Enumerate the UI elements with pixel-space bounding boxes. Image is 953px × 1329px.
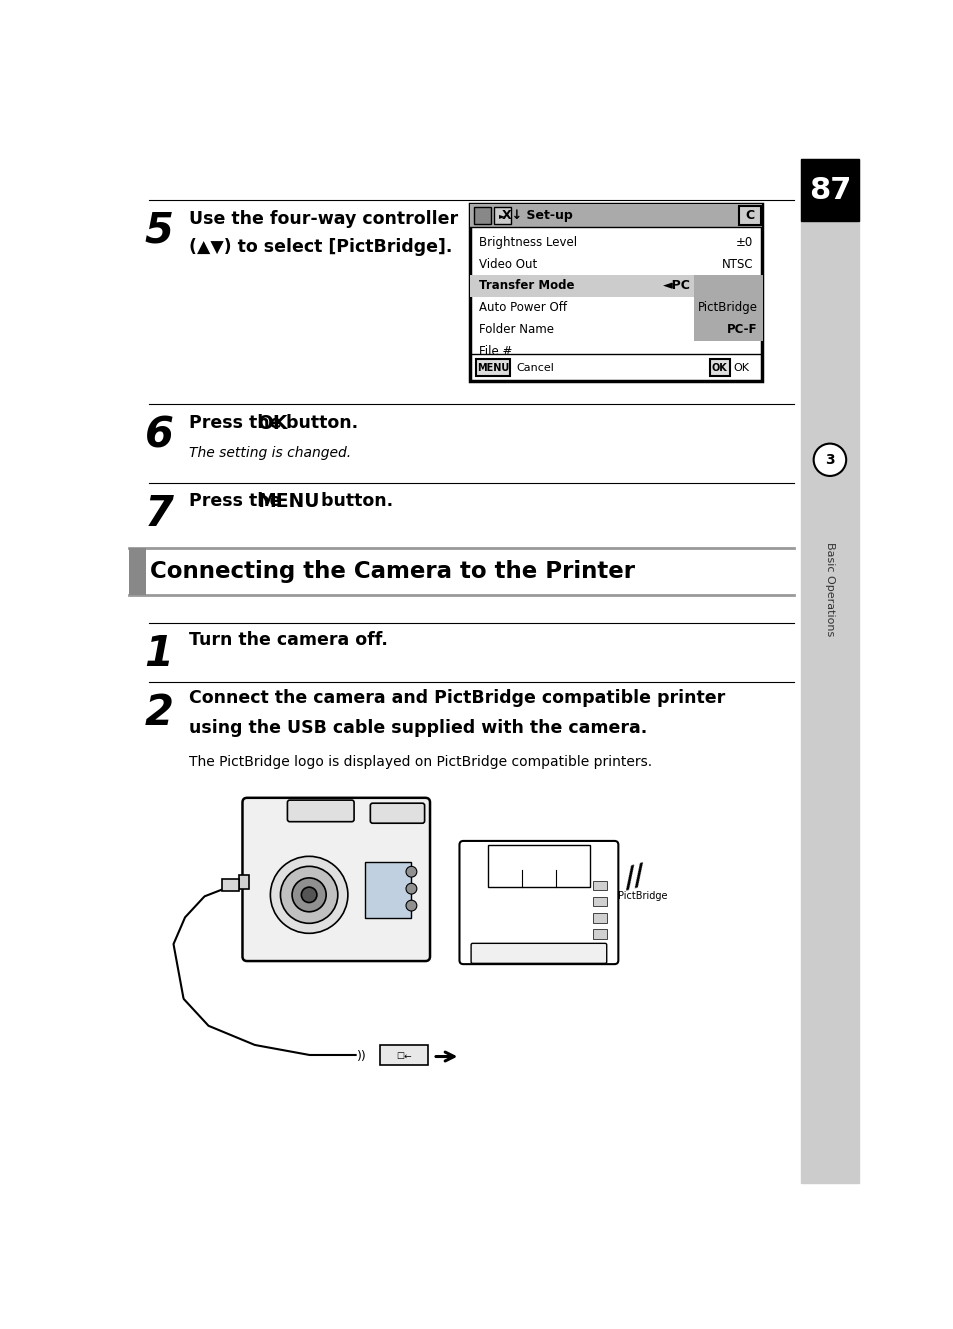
Text: Auto Power Off: Auto Power Off <box>478 302 566 315</box>
Text: ◄PC: ◄PC <box>662 279 691 292</box>
Text: ∕∕: ∕∕ <box>621 861 648 894</box>
Circle shape <box>292 878 326 912</box>
Text: OK: OK <box>732 363 748 372</box>
Text: 2: 2 <box>144 691 173 734</box>
Text: OK: OK <box>257 413 287 432</box>
Text: Cancel: Cancel <box>516 363 554 372</box>
Bar <box>476 359 509 376</box>
Text: 3: 3 <box>824 453 834 466</box>
Text: Use the four-way controller: Use the four-way controller <box>189 210 457 227</box>
Text: MENU: MENU <box>257 492 319 512</box>
Text: ►: ► <box>498 211 505 221</box>
Text: Connecting the Camera to the Printer: Connecting the Camera to the Printer <box>150 560 635 583</box>
Text: Press the: Press the <box>189 413 287 432</box>
Text: MENU: MENU <box>476 363 508 372</box>
Text: using the USB cable supplied with the camera.: using the USB cable supplied with the ca… <box>189 719 646 736</box>
Text: Folder Name: Folder Name <box>478 323 554 336</box>
Bar <box>592 881 606 890</box>
Text: ☐←: ☐← <box>396 1053 412 1061</box>
FancyBboxPatch shape <box>370 803 424 823</box>
Text: PictBridge: PictBridge <box>697 302 757 315</box>
Text: )): )) <box>356 1050 367 1063</box>
Text: The setting is changed.: The setting is changed. <box>189 447 351 460</box>
Bar <box>469 205 761 227</box>
Text: button.: button. <box>280 413 358 432</box>
Bar <box>222 878 239 890</box>
Text: File #: File # <box>478 346 512 359</box>
Text: X↓ Set-up: X↓ Set-up <box>501 209 572 222</box>
FancyBboxPatch shape <box>459 841 618 964</box>
Bar <box>469 275 694 296</box>
Circle shape <box>301 888 316 902</box>
Bar <box>709 359 729 376</box>
Text: PictBridge: PictBridge <box>618 892 667 901</box>
Text: PC-F: PC-F <box>726 323 757 336</box>
Bar <box>592 897 606 906</box>
Bar <box>488 845 589 888</box>
Text: Press the: Press the <box>189 492 287 510</box>
Text: 6: 6 <box>144 415 173 456</box>
Circle shape <box>406 900 416 910</box>
Bar <box>130 549 146 594</box>
Bar <box>474 207 491 225</box>
FancyBboxPatch shape <box>287 800 354 821</box>
Circle shape <box>406 884 416 894</box>
Text: NTSC: NTSC <box>720 258 753 271</box>
Bar <box>801 159 858 221</box>
Text: 7: 7 <box>144 493 173 534</box>
Bar <box>592 929 606 938</box>
Bar <box>592 913 606 922</box>
Text: 87: 87 <box>808 175 850 205</box>
Bar <box>239 874 249 889</box>
Circle shape <box>406 867 416 877</box>
Bar <box>493 207 510 225</box>
Text: 5: 5 <box>144 210 173 251</box>
Bar <box>694 275 761 340</box>
Text: The PictBridge logo is displayed on PictBridge compatible printers.: The PictBridge logo is displayed on Pict… <box>189 755 652 769</box>
Text: Turn the camera off.: Turn the camera off. <box>189 631 388 649</box>
Text: ±0: ±0 <box>735 235 753 249</box>
Text: Video Out: Video Out <box>478 258 537 271</box>
FancyBboxPatch shape <box>471 944 606 964</box>
Text: button.: button. <box>314 492 393 510</box>
Text: Connect the camera and PictBridge compatible printer: Connect the camera and PictBridge compat… <box>189 690 724 707</box>
Circle shape <box>270 856 348 933</box>
Bar <box>801 159 858 1183</box>
Text: Transfer Mode: Transfer Mode <box>478 279 574 292</box>
FancyBboxPatch shape <box>242 797 430 961</box>
Text: C: C <box>744 209 754 222</box>
Text: Brightness Level: Brightness Level <box>478 235 577 249</box>
Text: OK: OK <box>711 363 727 372</box>
Bar <box>739 206 760 225</box>
Bar <box>380 1046 428 1065</box>
Bar <box>469 205 761 381</box>
Bar <box>365 863 411 918</box>
Circle shape <box>280 867 337 924</box>
Text: (▲▼) to select [PictBridge].: (▲▼) to select [PictBridge]. <box>189 238 452 256</box>
Text: 1: 1 <box>144 633 173 675</box>
Text: Basic Operations: Basic Operations <box>824 542 834 637</box>
Circle shape <box>813 444 845 476</box>
